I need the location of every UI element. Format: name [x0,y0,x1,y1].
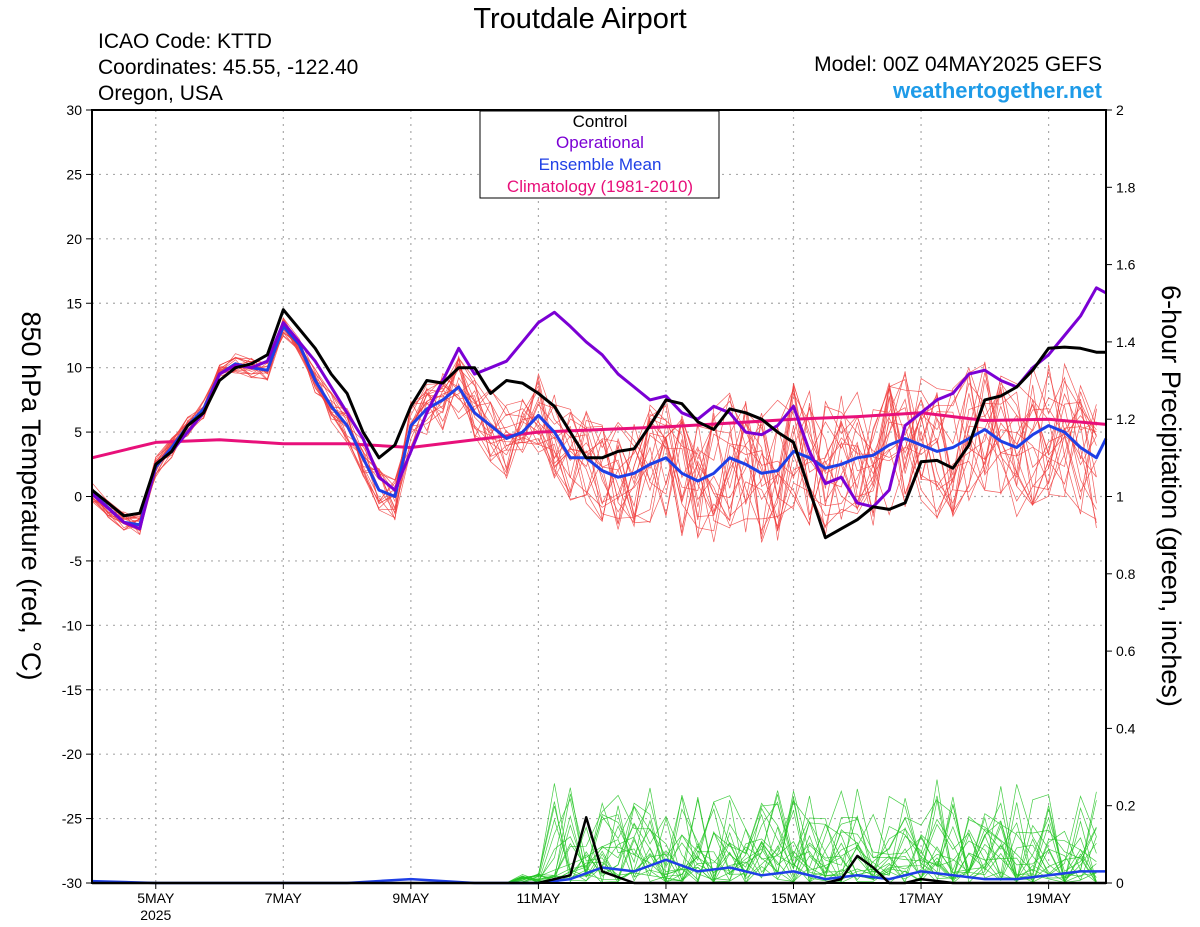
right-tick-label: 1.8 [1116,179,1136,195]
ensemble-member-temp [91,325,1097,535]
left-tick-label: -25 [62,811,82,827]
left-tick-label: -15 [62,682,82,698]
legend: Control Operational Ensemble Mean Climat… [479,110,720,199]
chart-title: Troutdale Airport [473,3,686,35]
right-tick-label: 0.6 [1116,643,1136,659]
left-tick-label: -20 [62,746,82,762]
x-tick-label: 5MAY [137,890,175,906]
left-tick-label: 0 [74,489,82,505]
ensemble-member-temp [91,317,1097,532]
x-tick-label: 17MAY [899,890,945,906]
x-tick-label: 11MAY [516,890,560,906]
legend-box [479,110,720,199]
left-tick-label: 30 [66,102,82,118]
right-tick-label: 0 [1116,875,1124,891]
series-lines [90,286,1108,885]
climatology-line [91,411,1107,460]
x-tick-label: 19MAY [1026,890,1072,906]
right-tick-label: 1.6 [1116,257,1136,273]
left-tick-label: 25 [66,166,82,182]
axes: 302520151050-5-10-15-20-25-3021.81.61.41… [62,102,1136,923]
right-tick-label: 1.4 [1116,334,1136,350]
control-line [91,308,1106,540]
y-axis-right-label: 6-hour Precipitation (green, inches) [1156,285,1186,707]
x-tick-label: 13MAY [644,890,690,906]
left-tick-label: 20 [66,231,82,247]
right-tick-label: 0.8 [1116,566,1136,582]
icao-code: ICAO Code: KTTD [98,30,272,53]
legend-operational: Operational [556,133,644,152]
model-run: Model: 00Z 04MAY2025 GEFS [814,53,1102,76]
right-tick-label: 2 [1116,102,1124,118]
ensemble-mean-line [90,324,1108,527]
ensemble-member-temp [91,332,1097,532]
ensemble-member-temp [91,324,1097,532]
left-tick-label: -10 [62,617,82,633]
site-link[interactable]: weathertogether.net [892,78,1103,103]
right-tick-label: 0.2 [1116,798,1136,814]
right-tick-label: 1.2 [1116,411,1136,427]
coordinates: Coordinates: 45.55, -122.40 [98,56,358,79]
legend-control: Control [573,112,628,131]
right-tick-label: 0.4 [1116,720,1136,736]
left-tick-label: 10 [66,360,82,376]
operational-line [91,286,1107,531]
region: Oregon, USA [98,82,223,105]
left-tick-label: -30 [62,875,82,891]
x-tick-label: 7MAY [265,890,303,906]
y-axis-left-label: 850 hPa Temperature (red, °C) [16,312,46,681]
left-tick-label: 15 [66,295,82,311]
left-tick-label: 5 [74,424,82,440]
x-tick-label: 9MAY [392,890,430,906]
right-tick-label: 1 [1116,489,1124,505]
x-tick-label: 15MAY [771,890,817,906]
left-tick-label: -5 [70,553,83,569]
legend-ensemble-mean: Ensemble Mean [539,155,662,174]
legend-climatology: Climatology (1981-2010) [507,177,693,196]
x-tick-sublabel: 2025 [140,907,171,923]
